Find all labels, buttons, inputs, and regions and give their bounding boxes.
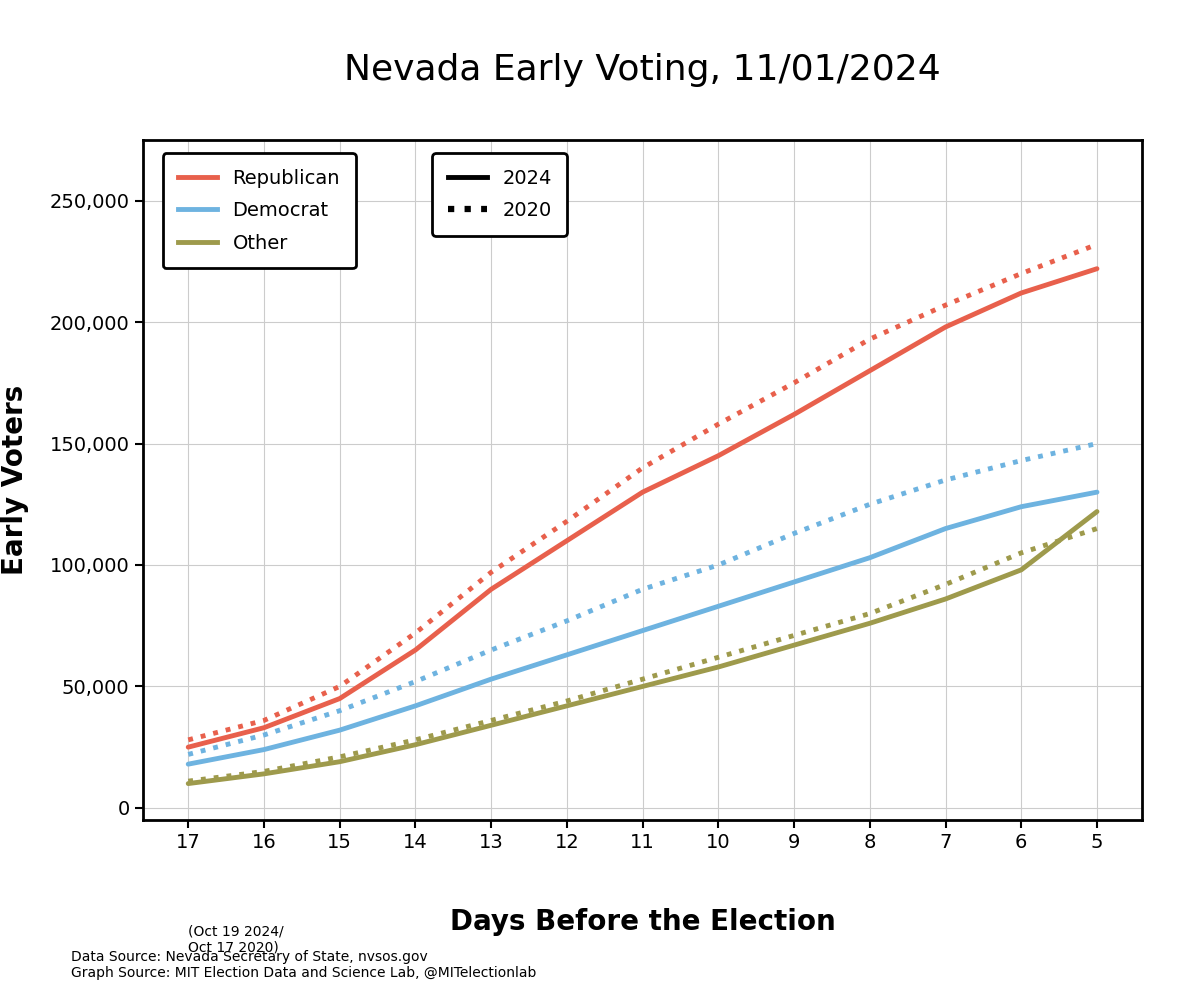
X-axis label: Days Before the Election: Days Before the Election	[450, 908, 835, 936]
Text: Data Source: Nevada Secretary of State, nvsos.gov
Graph Source: MIT Election Dat: Data Source: Nevada Secretary of State, …	[71, 950, 537, 980]
Text: Nevada Early Voting, 11/01/2024: Nevada Early Voting, 11/01/2024	[344, 53, 941, 87]
Legend: 2024, 2020: 2024, 2020	[432, 153, 568, 236]
Text: (Oct 19 2024/
Oct 17 2020): (Oct 19 2024/ Oct 17 2020)	[188, 924, 284, 955]
Y-axis label: Early Voters: Early Voters	[1, 385, 29, 575]
